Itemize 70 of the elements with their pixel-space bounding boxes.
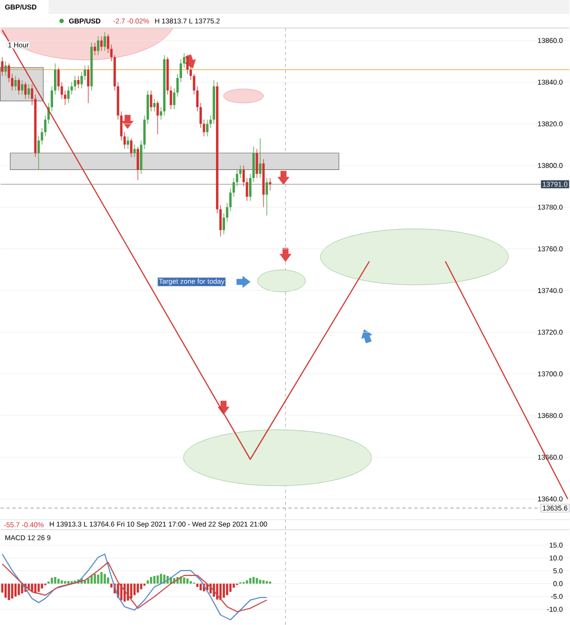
bar <box>104 574 106 584</box>
bar <box>252 576 255 584</box>
bar <box>232 584 235 588</box>
candlestick <box>269 178 272 191</box>
bar <box>54 576 56 584</box>
bar <box>14 584 17 596</box>
bar <box>31 584 34 592</box>
candlestick <box>249 174 252 202</box>
candlestick <box>183 52 186 68</box>
candlestick <box>97 36 100 56</box>
candlestick <box>150 90 152 112</box>
candlestick <box>64 90 66 106</box>
candlestick <box>1 56 4 76</box>
bar <box>64 581 66 584</box>
bar <box>38 584 40 592</box>
bar <box>134 584 136 596</box>
candlestick <box>54 63 57 95</box>
bar <box>266 581 268 584</box>
bar <box>222 584 226 598</box>
candlestick <box>156 100 160 135</box>
bar <box>4 584 7 598</box>
candlestick <box>28 84 30 100</box>
bar <box>18 584 20 596</box>
bar <box>50 578 54 584</box>
bar <box>229 584 232 592</box>
bar <box>156 575 159 584</box>
candlestick <box>136 146 140 180</box>
bar <box>130 584 132 599</box>
candlestick <box>67 86 70 104</box>
bar <box>40 584 44 589</box>
bar <box>60 580 64 584</box>
candlestick <box>104 32 106 52</box>
candlestick <box>11 74 14 91</box>
candlestick <box>21 80 24 95</box>
candlestick <box>4 61 7 76</box>
candlestick <box>126 136 130 150</box>
bar <box>136 584 140 593</box>
candlestick <box>94 42 96 56</box>
bar <box>87 578 90 584</box>
bar <box>97 574 100 584</box>
candlestick <box>18 78 20 95</box>
bar <box>11 584 14 599</box>
candlestick <box>259 138 262 178</box>
line-series <box>2 562 268 612</box>
bar <box>67 581 70 584</box>
bar <box>190 581 192 584</box>
bar <box>8 584 10 600</box>
bar <box>153 576 156 584</box>
bar <box>259 580 262 584</box>
candlestick <box>206 119 209 137</box>
bar <box>256 578 258 584</box>
bar <box>249 578 252 584</box>
candlestick <box>130 138 133 158</box>
bar <box>226 584 228 596</box>
bar <box>200 584 202 590</box>
candlestick <box>77 76 80 89</box>
bar <box>100 572 103 584</box>
candlestick <box>87 65 90 104</box>
candlestick <box>24 82 27 100</box>
line-series <box>2 554 268 620</box>
candlestick <box>222 213 226 235</box>
candlestick <box>8 63 10 82</box>
candlestick <box>124 132 126 150</box>
bar <box>150 576 152 584</box>
candlestick <box>256 148 258 178</box>
bar <box>146 580 149 584</box>
candlestick <box>153 98 156 112</box>
candlestick <box>266 178 268 216</box>
bar <box>140 584 142 590</box>
bar <box>196 584 199 587</box>
